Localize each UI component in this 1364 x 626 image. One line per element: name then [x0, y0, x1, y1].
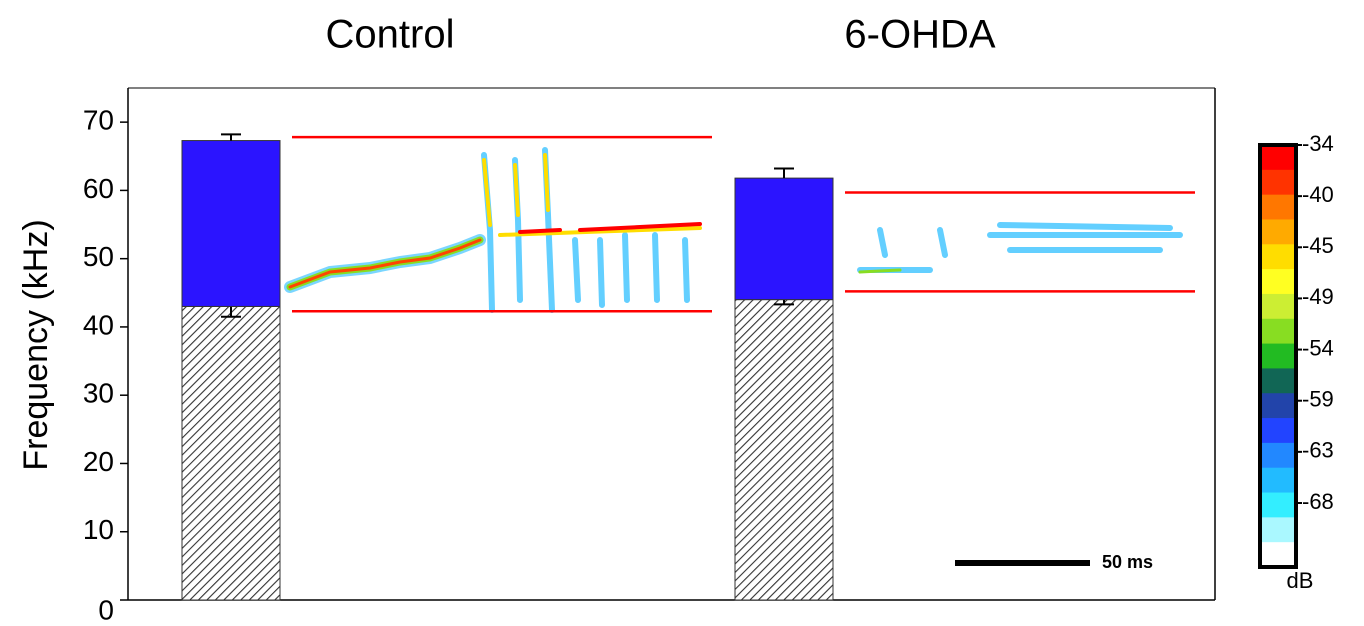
colorbar-tick-label: -54: [1302, 335, 1334, 360]
colorbar-band: [1260, 467, 1296, 494]
y-axis-label: Frequency (kHz): [17, 219, 55, 470]
colorbar-band: [1260, 145, 1296, 171]
error-bar: [221, 133, 241, 141]
error-bar: [774, 299, 794, 306]
colorbar-band: [1260, 219, 1296, 245]
bar: [181, 140, 281, 307]
colorbar-tick-label: -45: [1302, 233, 1334, 258]
scale-bar-label: 50 ms: [1102, 552, 1153, 572]
colorbar-band: [1260, 492, 1296, 518]
colorbar-tick-label: -49: [1302, 284, 1334, 309]
title-6ohda: 6-OHDA: [844, 13, 995, 57]
colorbar-band: [1260, 318, 1296, 345]
colorbar-tick-label: -68: [1302, 489, 1334, 514]
bar: [734, 177, 834, 301]
colorbar-band: [1260, 517, 1296, 543]
colorbar-frame: [1258, 143, 1298, 569]
colorbar-band: [1260, 542, 1296, 568]
y-tick-label: 50: [83, 241, 114, 272]
error-bar: [221, 306, 241, 318]
y-tick-label: 60: [83, 173, 114, 204]
y-tick-label: 70: [83, 105, 114, 136]
colorbar-band: [1260, 194, 1296, 220]
colorbar-band: [1260, 343, 1296, 369]
colorbar-band: [1260, 269, 1296, 295]
colorbar-tick-label: -59: [1302, 387, 1334, 412]
y-tick-label: 10: [83, 514, 114, 545]
y-tick-label: 30: [83, 378, 114, 409]
colorbar-band: [1260, 293, 1296, 320]
colorbar-label: dB: [1287, 568, 1314, 593]
colorbar-band: [1260, 169, 1296, 196]
colorbar-band: [1260, 393, 1296, 419]
title-control: Control: [326, 13, 455, 57]
y-tick-label: 40: [83, 309, 114, 340]
y-tick-label: 0: [98, 594, 114, 621]
colorbar-band: [1260, 442, 1296, 469]
colorbar-band: [1260, 418, 1296, 444]
bar: [181, 305, 281, 601]
colorbar-tick-label: -34: [1302, 131, 1334, 156]
colorbar-band: [1260, 244, 1296, 270]
error-bar: [774, 167, 794, 179]
y-tick-label: 20: [83, 446, 114, 477]
colorbar-band: [1260, 368, 1296, 394]
bar: [734, 299, 834, 601]
colorbar-tick-label: -40: [1302, 182, 1334, 207]
colorbar-tick-label: -63: [1302, 438, 1334, 463]
spectrogram: [284, 147, 1183, 313]
